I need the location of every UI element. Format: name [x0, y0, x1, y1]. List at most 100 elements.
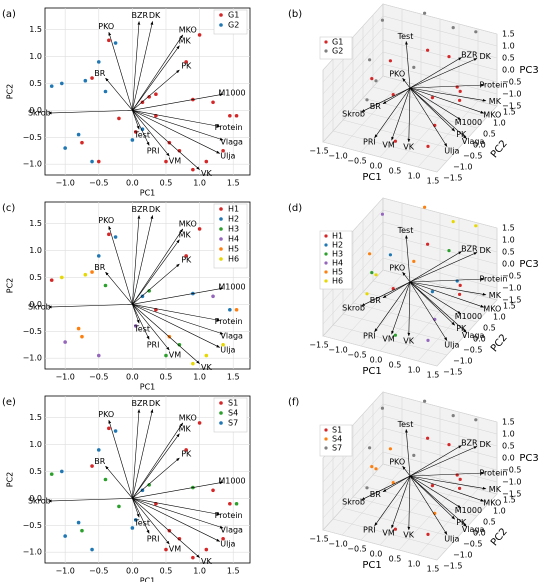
loading-label: BR [370, 102, 381, 111]
loading-label: M1000 [455, 506, 482, 515]
legend-marker [324, 446, 328, 450]
x-tick-label: 0.5 [389, 555, 402, 564]
point [96, 159, 101, 164]
point [393, 527, 397, 531]
z-axis-label: PC3 [519, 65, 538, 76]
legend-box [319, 36, 353, 60]
loading-arrow [132, 498, 170, 545]
legend-label: H1 [228, 205, 239, 214]
panel-label: (d) [288, 203, 302, 214]
loading-arrow [391, 87, 411, 141]
legend-label: H5 [228, 245, 239, 254]
loading-arrow [132, 93, 224, 111]
loading-label: MKO [179, 219, 197, 228]
point [423, 11, 427, 15]
grid-line [322, 529, 438, 561]
loading-arrow [409, 475, 448, 535]
loading-label: Protein [479, 274, 507, 283]
point [365, 98, 369, 102]
grid-line [382, 439, 498, 471]
x-tick-label: 0.5 [160, 179, 173, 188]
point [76, 326, 81, 331]
point [140, 488, 145, 493]
z-tick-label: −0.5 [502, 272, 521, 281]
loading-label: M1000 [218, 89, 245, 98]
grid-line [322, 269, 384, 337]
point [368, 58, 372, 62]
loading-arrow [382, 87, 411, 105]
legend-marker [219, 247, 223, 251]
point [113, 235, 118, 239]
point [370, 465, 374, 469]
grid-line [382, 451, 498, 483]
loading-label: BZR [132, 11, 149, 20]
point [458, 486, 462, 490]
loading-arrow [407, 281, 411, 337]
grid-line [322, 451, 384, 519]
y-axis-label: PC2 [489, 138, 510, 160]
loading-label: BR [370, 490, 381, 499]
loading-label: Vlaga [220, 137, 243, 146]
grid-line [382, 221, 498, 253]
loading-arrow [409, 281, 462, 315]
grid-line [382, 415, 498, 447]
y-tick-label: 1.5 [503, 496, 516, 505]
grid-line [382, 245, 498, 277]
legend-label: S1 [332, 426, 342, 435]
y-tick-label: 1.5 [29, 219, 42, 228]
loading-label: VM [169, 156, 181, 165]
point [80, 140, 84, 145]
loading-label: VM [382, 528, 394, 537]
loading-label: Vlaga [462, 137, 485, 146]
loading-label: MK [489, 97, 502, 106]
loading-arrow [132, 422, 184, 499]
x-tick-label: −1.5 [309, 535, 328, 544]
loading-label: VM [382, 334, 394, 343]
point [423, 205, 427, 209]
loading-label: BZR [132, 399, 149, 408]
legend-label: H4 [228, 235, 239, 244]
point [234, 113, 239, 118]
grid-line [382, 427, 498, 459]
z-tick-label: −1.0 [502, 284, 521, 293]
point [388, 59, 392, 63]
loading-label: MKO [179, 413, 197, 422]
grid-line [382, 233, 498, 265]
loading-label: Vlaga [462, 331, 485, 340]
loading-arrow [409, 58, 478, 89]
x-tick-label: 1.5 [427, 177, 440, 186]
point [103, 89, 108, 94]
point [370, 77, 374, 81]
x-tick-label: 1.5 [227, 567, 240, 576]
point [447, 443, 451, 447]
point [76, 132, 81, 137]
x-tick-label: 1.5 [227, 373, 240, 382]
legend-marker [324, 252, 328, 256]
point [80, 334, 84, 339]
grid-line [322, 415, 384, 483]
loading-arrow [132, 498, 200, 558]
loading-arrow [402, 271, 411, 283]
y-tick-label: −1.0 [453, 357, 472, 366]
y-axis-label: PC2 [489, 332, 510, 354]
loading-label: Skrob [28, 109, 51, 118]
panel-label: (e) [2, 397, 16, 408]
legend-box [213, 9, 248, 35]
point [60, 81, 64, 86]
point [447, 55, 451, 59]
point [184, 254, 188, 258]
loading-label: Skrob [28, 497, 51, 506]
grid-line [322, 15, 384, 83]
point [368, 252, 372, 256]
y-tick-label: −0.5 [463, 346, 482, 355]
point [211, 488, 215, 493]
grid-line [382, 257, 498, 289]
loading-arrow [361, 281, 411, 307]
grid-line [352, 496, 468, 528]
loading-arrow [48, 304, 133, 309]
loading-label: VM [382, 140, 394, 149]
grid-line [382, 75, 498, 107]
x-tick-label: 0.0 [126, 179, 139, 188]
loading-arrow [132, 215, 141, 305]
loading-label: PRI [147, 146, 160, 155]
